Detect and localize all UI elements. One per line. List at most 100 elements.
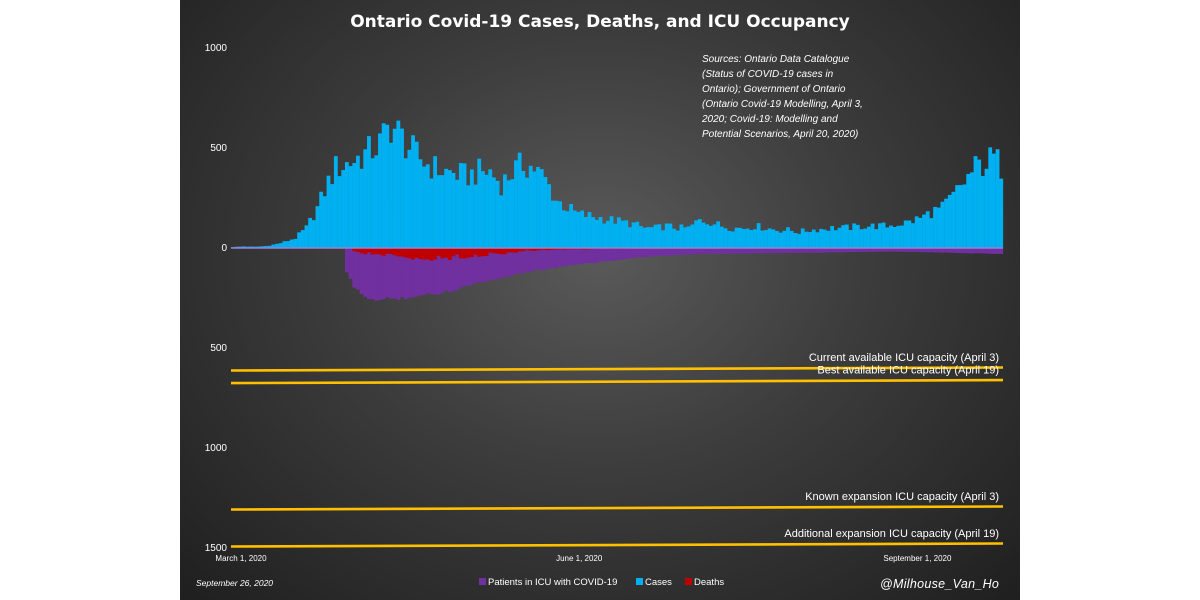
cases-bar xyxy=(628,227,632,248)
icu-bar xyxy=(528,248,533,273)
cases-bar xyxy=(344,162,349,248)
icu-bar xyxy=(642,248,647,258)
deaths-bar xyxy=(477,248,482,257)
deaths-bar xyxy=(433,248,438,260)
cases-bar xyxy=(929,218,934,248)
icu-bar xyxy=(914,248,919,252)
cases-bar xyxy=(260,246,265,248)
cases-bar xyxy=(462,163,467,248)
deaths-bar xyxy=(422,248,426,260)
cases-bar xyxy=(444,168,449,248)
deaths-bar xyxy=(414,248,419,258)
cases-bar xyxy=(991,153,996,248)
icu-bar xyxy=(657,248,662,256)
icu-bar xyxy=(885,248,890,252)
cases-bar xyxy=(469,169,474,248)
icu-bar xyxy=(572,248,577,266)
date-note: September 26, 2020 xyxy=(196,578,273,588)
icu-bar xyxy=(683,248,687,255)
cases-bar xyxy=(363,149,368,248)
cases-bar xyxy=(429,178,434,248)
cases-bar xyxy=(745,228,750,248)
icu-bar xyxy=(367,248,371,299)
deaths-bar xyxy=(532,248,537,251)
cases-bar xyxy=(517,152,522,248)
icu-bar xyxy=(866,248,871,252)
icu-bar xyxy=(870,248,875,252)
cases-bar xyxy=(580,210,585,248)
icu-bar xyxy=(598,248,603,262)
icu-bar xyxy=(631,248,636,259)
icu-bar xyxy=(525,248,529,272)
icu-bar xyxy=(374,248,379,301)
cases-bar xyxy=(925,211,930,248)
cases-bar xyxy=(447,170,452,248)
icu-bar xyxy=(378,248,382,301)
icu-capacity-label: Additional expansion ICU capacity (April… xyxy=(784,528,999,540)
legend-label-deaths: Deaths xyxy=(694,577,724,588)
icu-capacity-label: Current available ICU capacity (April 3) xyxy=(809,352,999,364)
cases-bar xyxy=(686,226,691,248)
icu-bar xyxy=(936,248,941,253)
cases-bar xyxy=(547,184,551,248)
deaths-bar xyxy=(370,248,375,255)
cases-bar xyxy=(337,176,342,248)
cases-bar xyxy=(712,224,717,248)
cases-bar xyxy=(760,230,765,248)
cases-bar xyxy=(969,172,974,248)
cases-bar xyxy=(672,228,676,248)
icu-bar xyxy=(969,248,974,254)
cases-bar xyxy=(951,191,956,248)
icu-bar xyxy=(966,248,971,254)
cases-bar xyxy=(319,191,324,248)
icu-bar xyxy=(855,248,860,252)
icu-bar xyxy=(653,248,658,257)
cases-bar xyxy=(455,179,460,248)
deaths-bar xyxy=(488,248,493,253)
cases-bar xyxy=(793,232,798,248)
cases-bar xyxy=(675,230,680,248)
cases-bar xyxy=(973,156,978,248)
deaths-bar xyxy=(429,248,434,261)
cases-bar xyxy=(775,231,779,248)
icu-bar xyxy=(503,248,507,277)
icu-bar xyxy=(745,248,750,254)
icu-bar xyxy=(466,248,471,287)
icu-bar xyxy=(668,248,673,256)
icu-bar xyxy=(833,248,838,253)
cases-bar xyxy=(381,123,386,248)
cases-bar xyxy=(510,179,515,248)
cases-bar xyxy=(458,163,463,248)
cases-bar xyxy=(341,169,346,248)
cases-bar xyxy=(543,177,548,248)
cases-bar xyxy=(396,120,401,248)
icu-bar xyxy=(958,248,963,254)
cases-bars xyxy=(231,120,1004,248)
icu-bar xyxy=(628,248,632,259)
cases-bar xyxy=(804,231,809,248)
icu-bar xyxy=(874,248,879,252)
x-axis-ticks: March 1, 2020 June 1, 2020 September 1, 20… xyxy=(215,554,952,563)
icu-bar xyxy=(514,248,518,274)
cases-bar xyxy=(940,201,945,248)
y-tick-label: 500 xyxy=(210,343,227,354)
icu-bar xyxy=(539,248,544,271)
cases-bar xyxy=(300,230,305,248)
y-tick-label: 1500 xyxy=(205,543,228,554)
icu-bar xyxy=(951,248,956,253)
cases-bar xyxy=(808,232,812,248)
icu-bar xyxy=(587,248,592,264)
icu-bar xyxy=(918,248,923,253)
chart-panel: Ontario Covid-19 Cases, Deaths, and ICU … xyxy=(180,0,1020,600)
cases-bar xyxy=(561,210,566,248)
deaths-bar xyxy=(458,248,463,259)
cases-bar xyxy=(668,223,673,248)
cases-bar xyxy=(848,230,853,248)
cases-bar xyxy=(642,227,647,248)
cases-bar xyxy=(741,229,746,248)
icu-bar xyxy=(929,248,934,253)
deaths-bar xyxy=(561,248,566,250)
cases-bar xyxy=(271,244,276,248)
cases-bar xyxy=(988,147,993,248)
deaths-bar xyxy=(436,248,441,256)
